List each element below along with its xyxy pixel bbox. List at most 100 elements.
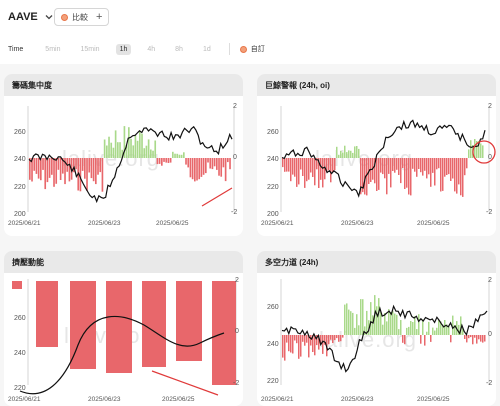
bar bbox=[402, 158, 404, 168]
indicator-chart[interactable]: lalive.org 260 240 220 200 2 0 -2 2025/0… bbox=[4, 96, 243, 236]
indicator-chart[interactable]: lalive.org 260 240 220 200 2 0 -2 2025/0… bbox=[257, 96, 496, 236]
bar bbox=[334, 335, 336, 341]
timeframe-4h[interactable]: 4h bbox=[147, 45, 156, 53]
bar bbox=[284, 158, 286, 172]
bar bbox=[412, 158, 414, 169]
compare-icon bbox=[61, 13, 68, 21]
bar bbox=[73, 158, 75, 173]
bar bbox=[432, 158, 434, 173]
bar bbox=[376, 306, 378, 335]
bar bbox=[286, 158, 288, 172]
bar bbox=[436, 158, 438, 170]
bar bbox=[306, 158, 308, 182]
bar bbox=[356, 146, 358, 158]
plus-icon[interactable]: + bbox=[96, 11, 103, 23]
bar bbox=[108, 136, 110, 158]
toolbar: AAVE 比較 + Time 5min 15min 1h 4h 8h 1d 自訂 bbox=[0, 0, 500, 64]
bar bbox=[380, 311, 382, 335]
custom-range-button[interactable]: 自訂 bbox=[239, 44, 265, 54]
bar bbox=[209, 158, 212, 169]
left-tick: 240 bbox=[267, 156, 279, 163]
bar bbox=[394, 158, 396, 173]
bar bbox=[306, 335, 308, 343]
left-tick: 260 bbox=[267, 129, 279, 136]
time-label: Time bbox=[8, 45, 24, 53]
bar bbox=[410, 321, 412, 335]
bar bbox=[222, 158, 225, 168]
price-line bbox=[281, 304, 488, 373]
bar bbox=[346, 303, 348, 335]
bar bbox=[438, 158, 440, 169]
bar bbox=[334, 158, 336, 171]
right-tick: 0 bbox=[488, 331, 492, 338]
bar bbox=[152, 150, 154, 158]
bar bbox=[348, 309, 350, 335]
indicator-chart[interactable]: lalive.org 260 240 220 2 0 -2 2025/06/21… bbox=[4, 273, 243, 406]
bar bbox=[312, 335, 314, 352]
bar bbox=[103, 139, 106, 158]
bar bbox=[220, 158, 223, 177]
bar bbox=[312, 158, 314, 177]
left-tick: 240 bbox=[267, 341, 279, 348]
bar bbox=[326, 158, 328, 173]
bar bbox=[360, 299, 362, 335]
bar bbox=[332, 158, 334, 173]
bar bbox=[434, 158, 436, 186]
right-tick: -2 bbox=[486, 380, 492, 387]
bar bbox=[161, 158, 163, 166]
bar bbox=[464, 335, 466, 339]
bar bbox=[136, 140, 139, 158]
bar bbox=[456, 158, 458, 194]
panel-whale-alert: 巨鯨警報 (24h, oi) lalive.org 260 240 220 20… bbox=[257, 74, 496, 236]
bar bbox=[416, 158, 418, 177]
bar bbox=[362, 158, 364, 193]
coin-name[interactable]: AAVE bbox=[8, 11, 38, 23]
timeframe-15min[interactable]: 15min bbox=[80, 45, 100, 53]
indicator-chart[interactable]: lalive.org 260 240 220 2 0 -2 2025/06/21… bbox=[257, 273, 496, 406]
bar bbox=[416, 329, 418, 335]
left-tick: 220 bbox=[14, 385, 26, 392]
bar bbox=[482, 145, 484, 158]
bar bbox=[288, 158, 290, 172]
bar bbox=[134, 135, 137, 158]
compare-button[interactable]: 比較 + bbox=[54, 8, 110, 26]
right-tick: 2 bbox=[488, 103, 492, 110]
bar bbox=[384, 158, 386, 179]
bar bbox=[36, 281, 58, 347]
bar bbox=[29, 158, 31, 180]
timeframe-1d[interactable]: 1d bbox=[202, 45, 211, 53]
bar bbox=[90, 158, 93, 179]
bar bbox=[356, 314, 358, 335]
bar bbox=[178, 154, 181, 158]
x-label: 2025/06/23 bbox=[88, 220, 121, 227]
timeframe-8h[interactable]: 8h bbox=[175, 45, 183, 53]
bar bbox=[154, 140, 157, 158]
bar bbox=[163, 158, 165, 162]
right-tick: -2 bbox=[486, 209, 492, 216]
bar bbox=[358, 325, 360, 335]
bar bbox=[422, 158, 424, 176]
bar bbox=[396, 158, 398, 170]
bar bbox=[298, 335, 300, 359]
bar bbox=[123, 126, 126, 158]
bar bbox=[424, 335, 426, 346]
bar bbox=[37, 158, 40, 179]
timeframe-5min[interactable]: 5min bbox=[45, 45, 61, 53]
coin-selector[interactable]: AAVE bbox=[8, 8, 54, 26]
bar bbox=[396, 314, 398, 335]
bar bbox=[466, 335, 468, 343]
bar bbox=[51, 158, 53, 175]
bar bbox=[398, 329, 400, 335]
bar bbox=[95, 158, 97, 185]
bar bbox=[185, 158, 187, 165]
divider bbox=[228, 43, 230, 55]
bar bbox=[298, 158, 300, 185]
bar bbox=[142, 281, 166, 367]
bar bbox=[336, 146, 338, 158]
bar bbox=[114, 130, 117, 158]
bar bbox=[176, 281, 202, 361]
annotation-line bbox=[201, 187, 233, 207]
chevron-down-icon[interactable] bbox=[44, 12, 54, 22]
timeframe-1h[interactable]: 1h bbox=[115, 43, 132, 55]
bar bbox=[426, 331, 428, 335]
